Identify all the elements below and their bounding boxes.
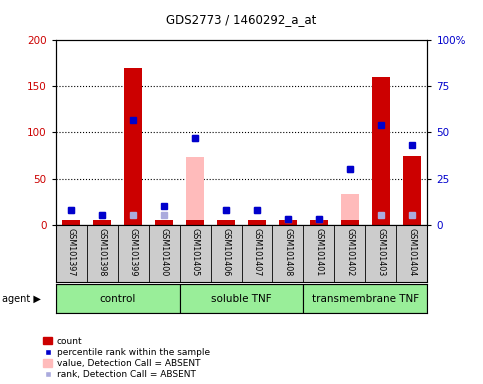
Bar [93, 220, 112, 225]
Text: GSM101402: GSM101402 [345, 227, 355, 276]
Bar [248, 222, 266, 225]
Bar [186, 157, 204, 225]
Bar [303, 284, 427, 313]
Text: GSM101397: GSM101397 [67, 227, 75, 276]
Text: GSM101401: GSM101401 [314, 227, 324, 276]
Text: GSM101407: GSM101407 [253, 227, 261, 276]
Bar [124, 68, 142, 225]
Text: GSM101404: GSM101404 [408, 227, 416, 276]
Text: GSM101408: GSM101408 [284, 227, 293, 276]
Bar [217, 220, 235, 225]
Text: GSM101400: GSM101400 [159, 227, 169, 276]
Bar [180, 284, 303, 313]
Bar [155, 220, 173, 225]
Text: agent ▶: agent ▶ [2, 293, 41, 304]
Bar [403, 220, 421, 225]
Text: soluble TNF: soluble TNF [211, 293, 272, 304]
Bar [279, 222, 297, 225]
Bar [62, 220, 80, 225]
Bar [310, 220, 328, 225]
Bar [279, 220, 297, 225]
Bar [186, 220, 204, 225]
Text: GSM101403: GSM101403 [376, 227, 385, 276]
Bar [124, 220, 142, 225]
Bar [217, 222, 235, 225]
Bar [62, 220, 80, 225]
Text: GSM101399: GSM101399 [128, 227, 138, 276]
Bar [248, 220, 266, 225]
Bar [341, 194, 359, 225]
Text: GSM101398: GSM101398 [98, 227, 107, 276]
Text: GSM101406: GSM101406 [222, 227, 230, 276]
Bar [56, 284, 180, 313]
Bar [341, 220, 359, 225]
Bar [372, 220, 390, 225]
Text: GDS2773 / 1460292_a_at: GDS2773 / 1460292_a_at [166, 13, 317, 26]
Bar [310, 222, 328, 225]
Text: control: control [99, 293, 136, 304]
Text: transmembrane TNF: transmembrane TNF [312, 293, 419, 304]
Legend: count, percentile rank within the sample, value, Detection Call = ABSENT, rank, : count, percentile rank within the sample… [43, 337, 210, 379]
Bar [403, 156, 421, 225]
Bar [155, 220, 173, 225]
Bar [372, 77, 390, 225]
Bar [93, 220, 112, 225]
Text: GSM101405: GSM101405 [190, 227, 199, 276]
